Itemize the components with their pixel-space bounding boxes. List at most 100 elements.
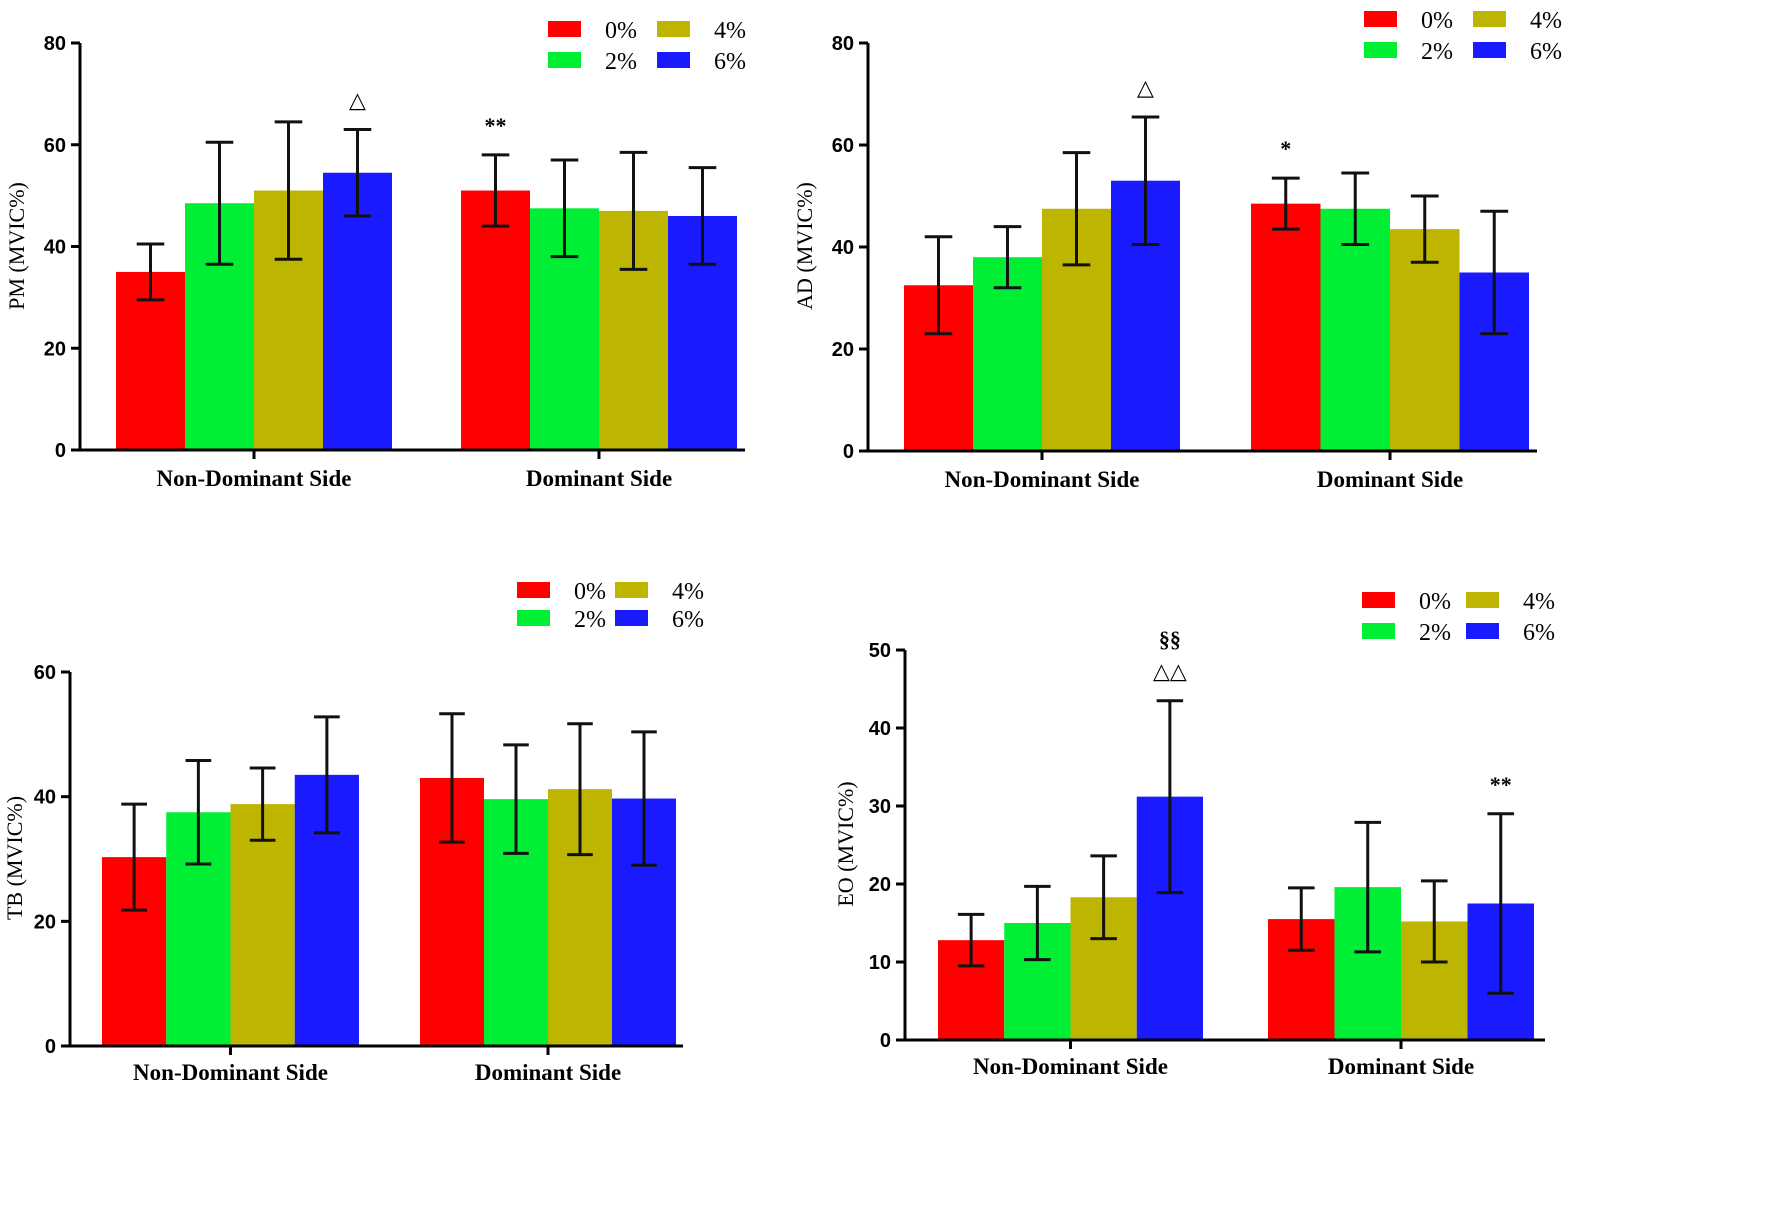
legend-swatch [615, 582, 648, 598]
legend-item: 2% [1364, 39, 1453, 65]
legend-swatch [1466, 623, 1499, 639]
legend-item: 4% [657, 18, 746, 44]
legend-label: 4% [672, 579, 704, 605]
legend-label: 0% [574, 579, 606, 605]
y-tick-label: 80 [832, 33, 854, 55]
legend-label: 6% [714, 49, 746, 75]
legend-item: 4% [1473, 8, 1562, 34]
legend-item: 6% [657, 49, 746, 75]
legend-item: 2% [1362, 620, 1451, 646]
y-tick-label: 80 [44, 33, 66, 55]
y-tick-label: 0 [45, 1036, 56, 1058]
legend-swatch [1364, 42, 1397, 58]
x-tick-label: Non-Dominant Side [945, 467, 1140, 492]
legend-swatch [548, 52, 581, 68]
y-tick-label: 0 [55, 440, 66, 462]
y-axis-label: PM (MVIC%) [4, 182, 29, 310]
bar [323, 172, 392, 450]
legend-swatch [615, 610, 648, 626]
x-tick-label: Non-Dominant Side [133, 1060, 328, 1085]
legend-label: 2% [1419, 620, 1451, 646]
legend-label: 0% [1421, 8, 1453, 34]
y-axis-label: TB (MVIC%) [2, 796, 27, 920]
legend-swatch [1362, 623, 1395, 639]
legend-swatch [1473, 42, 1506, 58]
legend-label: 2% [574, 607, 606, 633]
legend-item: 0% [1364, 8, 1453, 34]
legend-label: 0% [605, 18, 637, 44]
significance-marker: §§ [1159, 627, 1181, 652]
legend-swatch [1362, 592, 1395, 608]
legend-item: 0% [517, 579, 606, 605]
y-tick-label: 30 [869, 796, 891, 818]
y-tick-label: 60 [34, 662, 56, 684]
y-tick-label: 20 [34, 911, 56, 933]
legend-item: 6% [615, 607, 704, 633]
y-tick-label: 20 [869, 874, 891, 896]
bar [1390, 229, 1460, 451]
bar [1320, 208, 1390, 451]
y-tick-label: 0 [843, 441, 854, 463]
x-tick-label: Dominant Side [475, 1060, 621, 1085]
bar [1251, 203, 1321, 451]
legend-item: 2% [548, 49, 637, 75]
legend-swatch [1473, 11, 1506, 27]
legend-label: 4% [714, 18, 746, 44]
bar [116, 271, 185, 450]
legend-label: 2% [1421, 39, 1453, 65]
legend-swatch [517, 582, 550, 598]
legend-swatch [1364, 11, 1397, 27]
legend-swatch [517, 610, 550, 626]
legend-item: 6% [1466, 620, 1555, 646]
y-tick-label: 40 [34, 787, 56, 809]
x-tick-label: Non-Dominant Side [973, 1054, 1168, 1079]
legend-item: 6% [1473, 39, 1562, 65]
significance-marker: △ [349, 87, 366, 112]
legend-swatch [657, 21, 690, 37]
legend-label: 2% [605, 49, 637, 75]
y-tick-label: 60 [832, 135, 854, 157]
legend-item: 2% [517, 607, 606, 633]
legend-label: 4% [1530, 8, 1562, 34]
y-tick-label: 10 [869, 952, 891, 974]
x-tick-label: Dominant Side [526, 466, 672, 491]
legend-label: 6% [1523, 620, 1555, 646]
legend-item: 0% [1362, 589, 1451, 615]
significance-marker: ** [485, 113, 507, 138]
bar [230, 804, 295, 1046]
y-tick-label: 20 [832, 339, 854, 361]
bar [461, 190, 530, 450]
significance-marker: △ [1137, 75, 1154, 100]
x-tick-label: Dominant Side [1328, 1054, 1474, 1079]
legend-label: 6% [1530, 39, 1562, 65]
chart-panel-1: 0 20 40 60 80 Non-Dominant Side Dominant Side P… [4, 18, 746, 491]
y-tick-label: 20 [44, 338, 66, 360]
y-tick-label: 40 [832, 237, 854, 259]
chart-panel-4: 0 10 20 30 40 50 Non-Dominant Side Dominant Sid… [833, 589, 1555, 1079]
y-tick-label: 0 [880, 1030, 891, 1052]
y-tick-label: 40 [869, 718, 891, 740]
legend-item: 0% [548, 18, 637, 44]
legend-swatch [1466, 592, 1499, 608]
legend-label: 6% [672, 607, 704, 633]
significance-marker: * [1280, 136, 1291, 161]
legend-label: 0% [1419, 589, 1451, 615]
chart-panel-2: 0 20 40 60 80 Non-Dominant Side Dominant Side A… [792, 8, 1562, 492]
significance-marker: ** [1490, 772, 1512, 797]
x-tick-label: Dominant Side [1317, 467, 1463, 492]
legend-swatch [657, 52, 690, 68]
legend-item: 4% [615, 579, 704, 605]
y-tick-label: 50 [869, 640, 891, 662]
y-axis-label: AD (MVIC%) [792, 182, 817, 310]
significance-marker: △△ [1153, 659, 1187, 684]
bar [973, 257, 1042, 451]
legend-label: 4% [1523, 589, 1555, 615]
x-tick-label: Non-Dominant Side [157, 466, 352, 491]
y-axis-label: EO (MVIC%) [833, 781, 858, 906]
y-tick-label: 40 [44, 237, 66, 259]
legend-swatch [548, 21, 581, 37]
legend-item: 4% [1466, 589, 1555, 615]
chart-panel-3: 0 20 40 60 Non-Dominant Side Dominant Side TB … [2, 579, 704, 1085]
y-tick-label: 60 [44, 135, 66, 157]
